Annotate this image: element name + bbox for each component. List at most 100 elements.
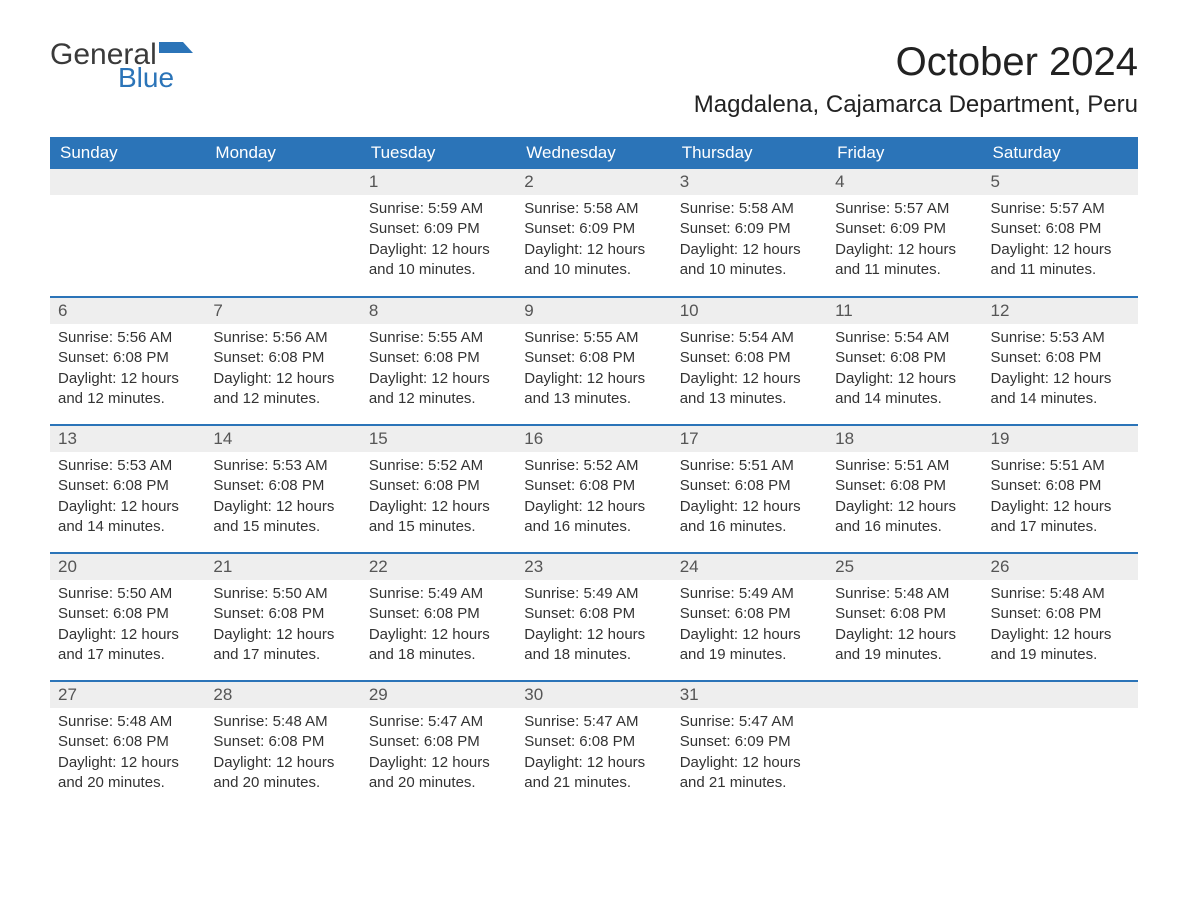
sunrise-line: Sunrise: 5:54 AM [835,328,974,348]
day-number: 12 [983,298,1138,324]
day-body: Sunrise: 5:57 AMSunset: 6:08 PMDaylight:… [983,195,1138,288]
sunset-line: Sunset: 6:08 PM [680,476,819,496]
calendar-day-cell: 26Sunrise: 5:48 AMSunset: 6:08 PMDayligh… [983,553,1138,681]
sunset-line: Sunset: 6:08 PM [835,348,974,368]
calendar-day-cell: 5Sunrise: 5:57 AMSunset: 6:08 PMDaylight… [983,169,1138,297]
daylight-line: Daylight: 12 hours and 10 minutes. [524,240,663,281]
sunrise-line: Sunrise: 5:49 AM [680,584,819,604]
logo-text-blue: Blue [118,64,193,92]
day-body: Sunrise: 5:54 AMSunset: 6:08 PMDaylight:… [672,324,827,417]
daylight-line: Daylight: 12 hours and 19 minutes. [991,625,1130,666]
daylight-line: Daylight: 12 hours and 17 minutes. [213,625,352,666]
day-number-empty [983,682,1138,708]
sunrise-line: Sunrise: 5:55 AM [524,328,663,348]
calendar-day-cell: 10Sunrise: 5:54 AMSunset: 6:08 PMDayligh… [672,297,827,425]
calendar-week-row: 1Sunrise: 5:59 AMSunset: 6:09 PMDaylight… [50,169,1138,297]
daylight-line: Daylight: 12 hours and 20 minutes. [58,753,197,794]
day-body: Sunrise: 5:51 AMSunset: 6:08 PMDaylight:… [827,452,982,545]
day-body: Sunrise: 5:55 AMSunset: 6:08 PMDaylight:… [361,324,516,417]
calendar-week-row: 27Sunrise: 5:48 AMSunset: 6:08 PMDayligh… [50,681,1138,809]
sunrise-line: Sunrise: 5:48 AM [835,584,974,604]
calendar-day-cell: 12Sunrise: 5:53 AMSunset: 6:08 PMDayligh… [983,297,1138,425]
day-number: 29 [361,682,516,708]
sunrise-line: Sunrise: 5:52 AM [369,456,508,476]
daylight-line: Daylight: 12 hours and 16 minutes. [680,497,819,538]
daylight-line: Daylight: 12 hours and 11 minutes. [991,240,1130,281]
sunrise-line: Sunrise: 5:50 AM [213,584,352,604]
calendar-day-cell: 7Sunrise: 5:56 AMSunset: 6:08 PMDaylight… [205,297,360,425]
daylight-line: Daylight: 12 hours and 19 minutes. [680,625,819,666]
calendar-day-cell: 25Sunrise: 5:48 AMSunset: 6:08 PMDayligh… [827,553,982,681]
day-number: 14 [205,426,360,452]
sunset-line: Sunset: 6:08 PM [58,732,197,752]
daylight-line: Daylight: 12 hours and 13 minutes. [680,369,819,410]
sunset-line: Sunset: 6:08 PM [213,476,352,496]
calendar-day-cell: 2Sunrise: 5:58 AMSunset: 6:09 PMDaylight… [516,169,671,297]
day-body: Sunrise: 5:54 AMSunset: 6:08 PMDaylight:… [827,324,982,417]
daylight-line: Daylight: 12 hours and 20 minutes. [213,753,352,794]
sunset-line: Sunset: 6:09 PM [680,219,819,239]
calendar-day-cell: 3Sunrise: 5:58 AMSunset: 6:09 PMDaylight… [672,169,827,297]
calendar-day-cell: 27Sunrise: 5:48 AMSunset: 6:08 PMDayligh… [50,681,205,809]
sunset-line: Sunset: 6:08 PM [213,348,352,368]
daylight-line: Daylight: 12 hours and 13 minutes. [524,369,663,410]
day-number: 16 [516,426,671,452]
day-body: Sunrise: 5:56 AMSunset: 6:08 PMDaylight:… [205,324,360,417]
calendar-day-cell: 21Sunrise: 5:50 AMSunset: 6:08 PMDayligh… [205,553,360,681]
sunrise-line: Sunrise: 5:53 AM [991,328,1130,348]
day-number: 9 [516,298,671,324]
sunrise-line: Sunrise: 5:48 AM [213,712,352,732]
day-body: Sunrise: 5:47 AMSunset: 6:08 PMDaylight:… [516,708,671,801]
day-body: Sunrise: 5:59 AMSunset: 6:09 PMDaylight:… [361,195,516,288]
day-body: Sunrise: 5:58 AMSunset: 6:09 PMDaylight:… [516,195,671,288]
sunrise-line: Sunrise: 5:54 AM [680,328,819,348]
sunset-line: Sunset: 6:08 PM [369,348,508,368]
location-subtitle: Magdalena, Cajamarca Department, Peru [694,91,1138,119]
day-number: 23 [516,554,671,580]
calendar-table: SundayMondayTuesdayWednesdayThursdayFrid… [50,137,1138,809]
day-body: Sunrise: 5:48 AMSunset: 6:08 PMDaylight:… [205,708,360,801]
calendar-day-cell: 28Sunrise: 5:48 AMSunset: 6:08 PMDayligh… [205,681,360,809]
calendar-day-cell: 13Sunrise: 5:53 AMSunset: 6:08 PMDayligh… [50,425,205,553]
day-body: Sunrise: 5:52 AMSunset: 6:08 PMDaylight:… [361,452,516,545]
sunset-line: Sunset: 6:08 PM [680,604,819,624]
calendar-day-cell: 14Sunrise: 5:53 AMSunset: 6:08 PMDayligh… [205,425,360,553]
sunrise-line: Sunrise: 5:53 AM [58,456,197,476]
daylight-line: Daylight: 12 hours and 20 minutes. [369,753,508,794]
sunrise-line: Sunrise: 5:59 AM [369,199,508,219]
day-body: Sunrise: 5:57 AMSunset: 6:09 PMDaylight:… [827,195,982,288]
sunrise-line: Sunrise: 5:50 AM [58,584,197,604]
day-body: Sunrise: 5:53 AMSunset: 6:08 PMDaylight:… [205,452,360,545]
day-number: 6 [50,298,205,324]
calendar-header-cell: Friday [827,137,982,169]
sunrise-line: Sunrise: 5:49 AM [524,584,663,604]
sunset-line: Sunset: 6:08 PM [991,604,1130,624]
day-body: Sunrise: 5:49 AMSunset: 6:08 PMDaylight:… [361,580,516,673]
sunset-line: Sunset: 6:08 PM [369,476,508,496]
day-number: 28 [205,682,360,708]
day-number: 4 [827,169,982,195]
calendar-header-row: SundayMondayTuesdayWednesdayThursdayFrid… [50,137,1138,169]
day-body: Sunrise: 5:50 AMSunset: 6:08 PMDaylight:… [50,580,205,673]
day-number: 7 [205,298,360,324]
daylight-line: Daylight: 12 hours and 10 minutes. [369,240,508,281]
day-number-empty [827,682,982,708]
daylight-line: Daylight: 12 hours and 21 minutes. [524,753,663,794]
calendar-day-cell: 9Sunrise: 5:55 AMSunset: 6:08 PMDaylight… [516,297,671,425]
day-number: 30 [516,682,671,708]
sunset-line: Sunset: 6:09 PM [680,732,819,752]
day-body: Sunrise: 5:51 AMSunset: 6:08 PMDaylight:… [672,452,827,545]
calendar-day-cell: 29Sunrise: 5:47 AMSunset: 6:08 PMDayligh… [361,681,516,809]
day-body: Sunrise: 5:49 AMSunset: 6:08 PMDaylight:… [516,580,671,673]
sunset-line: Sunset: 6:08 PM [369,604,508,624]
day-body: Sunrise: 5:47 AMSunset: 6:08 PMDaylight:… [361,708,516,801]
day-number: 26 [983,554,1138,580]
daylight-line: Daylight: 12 hours and 12 minutes. [369,369,508,410]
day-number: 18 [827,426,982,452]
day-number: 17 [672,426,827,452]
day-number: 3 [672,169,827,195]
daylight-line: Daylight: 12 hours and 18 minutes. [524,625,663,666]
sunrise-line: Sunrise: 5:52 AM [524,456,663,476]
day-number: 1 [361,169,516,195]
daylight-line: Daylight: 12 hours and 14 minutes. [991,369,1130,410]
